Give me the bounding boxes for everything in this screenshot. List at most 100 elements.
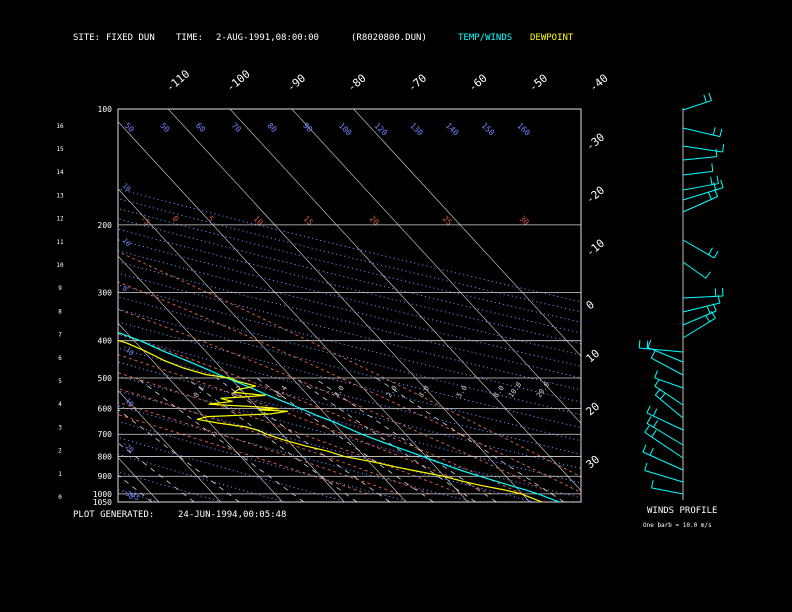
pressure-tick-label: 500 bbox=[98, 374, 113, 383]
isotherm-line bbox=[118, 322, 283, 502]
wind-barb-flag bbox=[650, 350, 656, 359]
wind-barb-flag bbox=[644, 425, 650, 433]
winds-barb-note: One barb = 10.0 m/s bbox=[643, 522, 712, 529]
height-tick-label: 5 bbox=[58, 378, 62, 385]
theta-top-label: 90 bbox=[301, 121, 314, 134]
top-temp-label: -90 bbox=[285, 72, 309, 95]
site-value: FIXED DUN bbox=[106, 33, 155, 43]
theta-top-label: 130 bbox=[408, 121, 425, 138]
theta-top-label: 80 bbox=[265, 121, 278, 134]
dry-adiabat-line bbox=[118, 375, 581, 499]
dry-adiabat-line bbox=[118, 272, 581, 391]
wind-barb-flag bbox=[651, 479, 654, 489]
mixing-ratio-line bbox=[118, 474, 153, 502]
wind-barb-flag bbox=[646, 416, 652, 424]
wind-barb-flag bbox=[710, 311, 716, 319]
wind-barb bbox=[639, 347, 684, 353]
mixing-ratio-line bbox=[118, 442, 195, 502]
mixing-ratio-label: 20.0 bbox=[535, 381, 551, 399]
file-name: (R8020800.DUN) bbox=[351, 33, 427, 43]
height-tick-label: 2 bbox=[58, 448, 62, 455]
time-label: TIME: bbox=[176, 33, 204, 43]
dry-adiabat-line bbox=[0, 109, 97, 502]
dewpoint-trace bbox=[118, 339, 543, 502]
top-temp-label: -50 bbox=[527, 72, 551, 95]
wind-barb bbox=[646, 412, 684, 431]
theta-top-label: 100 bbox=[337, 121, 354, 138]
isotherm-line bbox=[0, 109, 97, 502]
wind-barb-flag bbox=[710, 176, 713, 185]
dry-adiabat-line bbox=[118, 420, 411, 502]
isotherm-line bbox=[118, 188, 407, 502]
wind-barb-flag bbox=[717, 295, 721, 304]
height-tick-label: 9 bbox=[58, 285, 62, 292]
moist-adiabat-label: 15 bbox=[302, 214, 315, 227]
wind-barb bbox=[644, 470, 684, 483]
wind-barb-flag bbox=[646, 340, 649, 349]
wind-barb bbox=[682, 183, 719, 191]
top-temp-label: -70 bbox=[406, 72, 430, 95]
mixing-ratio-line bbox=[375, 377, 565, 502]
isotherm-line bbox=[353, 109, 581, 357]
wind-barb bbox=[651, 357, 684, 376]
dry-adiabat-line bbox=[118, 361, 581, 484]
time-value: 2-AUG-1991,08:00:00 bbox=[216, 33, 319, 43]
moist-adiabat-label: -5 bbox=[139, 214, 152, 227]
right-temp-label: -20 bbox=[584, 184, 608, 207]
theta-top-label: 150 bbox=[480, 121, 497, 138]
moist-adiabat-label: 5 bbox=[206, 214, 216, 224]
pressure-tick-label: 600 bbox=[98, 404, 113, 413]
mixing-ratio-label: 5.0 bbox=[455, 384, 469, 399]
wind-barb-flag bbox=[722, 143, 725, 153]
winds-profile-title: WINDS PROFILE bbox=[647, 506, 718, 516]
mixing-ratio-line bbox=[295, 377, 476, 502]
plot-generated-value: 24-JUN-1994,00:05:48 bbox=[178, 510, 287, 520]
height-tick-label: 8 bbox=[58, 308, 62, 315]
wind-barb-flag bbox=[653, 420, 659, 428]
dry-adiabat-line bbox=[118, 347, 581, 469]
dry-adiabat-line bbox=[118, 198, 581, 313]
wind-barb-flag bbox=[654, 388, 661, 396]
temperature-trace bbox=[118, 331, 560, 502]
wind-barb bbox=[654, 385, 684, 406]
pressure-tick-label: 300 bbox=[98, 289, 113, 298]
height-tick-label: 11 bbox=[56, 239, 64, 246]
wind-barb bbox=[654, 394, 684, 419]
wind-barb-flag bbox=[713, 250, 719, 259]
top-temp-label: -60 bbox=[466, 72, 490, 95]
wind-barb bbox=[682, 261, 707, 279]
moist-adiabat-label: 0 bbox=[171, 214, 181, 224]
dry-adiabat-line bbox=[118, 453, 285, 502]
wind-barb-flag bbox=[712, 303, 717, 312]
wind-barb-flag bbox=[644, 462, 648, 471]
theta-top-label: 160 bbox=[515, 121, 532, 138]
wind-barb-flag bbox=[646, 405, 651, 414]
theta-top-label: 120 bbox=[372, 121, 389, 138]
wind-barb bbox=[647, 347, 684, 363]
theta-left-label: 10 bbox=[121, 182, 133, 194]
site-label: SITE: bbox=[73, 33, 101, 43]
height-tick-label: 7 bbox=[58, 332, 62, 339]
dry-adiabat-line bbox=[118, 296, 581, 416]
dry-adiabat-line bbox=[118, 239, 581, 356]
wind-barb-flag bbox=[652, 408, 658, 417]
wind-barb bbox=[646, 422, 684, 446]
pressure-tick-label: 800 bbox=[98, 453, 113, 462]
height-tick-label: 1 bbox=[58, 471, 62, 478]
theta-top-label: 50 bbox=[158, 121, 171, 134]
theta-left-label: 0 bbox=[121, 285, 130, 294]
dry-adiabat-line bbox=[118, 489, 160, 502]
height-tick-label: 13 bbox=[56, 192, 64, 199]
isotherm-line bbox=[229, 109, 581, 492]
isotherm-line bbox=[291, 109, 581, 424]
pressure-tick-label: 100 bbox=[98, 105, 113, 114]
wind-barb-flag bbox=[712, 127, 716, 136]
legend-temp-winds: TEMP/WINDS bbox=[458, 33, 513, 43]
wind-barb bbox=[642, 451, 684, 471]
mixing-ratio-line bbox=[314, 377, 497, 502]
wind-barb-flag bbox=[642, 444, 647, 453]
wind-barb-flag bbox=[713, 188, 719, 197]
wind-barb-flag bbox=[649, 447, 654, 456]
right-temp-label: 20 bbox=[584, 400, 603, 418]
